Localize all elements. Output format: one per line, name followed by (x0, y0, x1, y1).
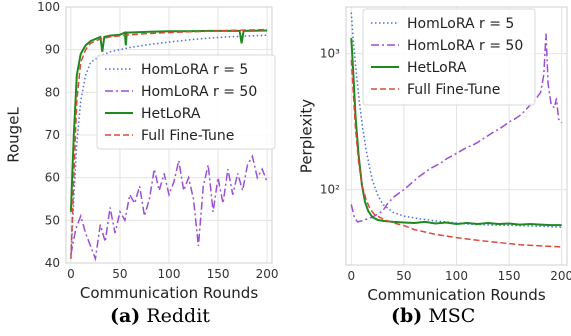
y-tick-label: 50 (45, 213, 60, 227)
x-axis-label: Communication Rounds (367, 286, 545, 304)
x-tick-label: 0 (67, 267, 75, 281)
x-tick-label: 50 (396, 269, 411, 283)
series-line-1 (350, 33, 563, 223)
legend-label-2: HetLoRA (407, 60, 467, 76)
legend-box (362, 8, 536, 106)
series-line-2 (69, 29, 268, 212)
legend-label-1: HomLoRA r = 50 (407, 38, 523, 54)
y-tick-label: 60 (45, 171, 60, 185)
plot-frame (345, 6, 568, 266)
x-tick-label: 200 (256, 267, 279, 281)
x-axis-label: Communication Rounds (80, 284, 258, 302)
y-tick-label: 70 (45, 128, 60, 142)
legend-label-1: HomLoRA r = 50 (141, 84, 257, 100)
x-tick-label: 100 (158, 267, 181, 281)
y-tick-label: 100 (37, 0, 60, 14)
legend-label-0: HomLoRA r = 5 (407, 16, 514, 32)
series-line-3 (70, 28, 268, 259)
y-tick-label: 10² (320, 183, 340, 197)
y-tick-label: 80 (45, 85, 60, 99)
chart-panel-a: 0 50 100 150 200 40 50 60 70 80 90 100 Communication… (5, 0, 279, 302)
legend-box (96, 54, 276, 150)
y-axis-label: RougeL (5, 107, 23, 163)
x-tick-label: 150 (498, 269, 521, 283)
series-line-0 (70, 34, 268, 259)
x-tick-label: 150 (207, 267, 230, 281)
legend-label-2: HetLoRA (141, 106, 201, 122)
series-line-0 (350, 12, 562, 229)
chart-panel-b: 0 50 100 150 200 10² 10³ Communication Rounds Pe… (298, 6, 571, 304)
y-tick-label: 90 (45, 43, 60, 57)
y-axis-label: Perplexity (298, 99, 316, 173)
legend-label-3: Full Fine-Tune (407, 82, 500, 98)
series-line-3 (350, 59, 562, 248)
x-tick-label: 200 (550, 269, 571, 283)
legend-label-3: Full Fine-Tune (141, 128, 234, 144)
y-tick-label: 10³ (320, 47, 340, 61)
legend-label-0: HomLoRA r = 5 (141, 62, 248, 78)
series-line-1 (70, 154, 268, 262)
legend: HomLoRA r = 5 HomLoRA r = 50 HetLoRA Full F… (96, 54, 276, 150)
x-tick-label: 50 (112, 267, 127, 281)
caption-b: (b) MSC (391, 305, 476, 327)
x-tick-label: 0 (347, 269, 355, 283)
y-tick-label: 40 (45, 256, 60, 270)
legend: HomLoRA r = 5 HomLoRA r = 50 HetLoRA Full F… (362, 8, 536, 106)
x-tick-label: 100 (445, 269, 468, 283)
caption-a: (a) Reddit (110, 305, 210, 327)
